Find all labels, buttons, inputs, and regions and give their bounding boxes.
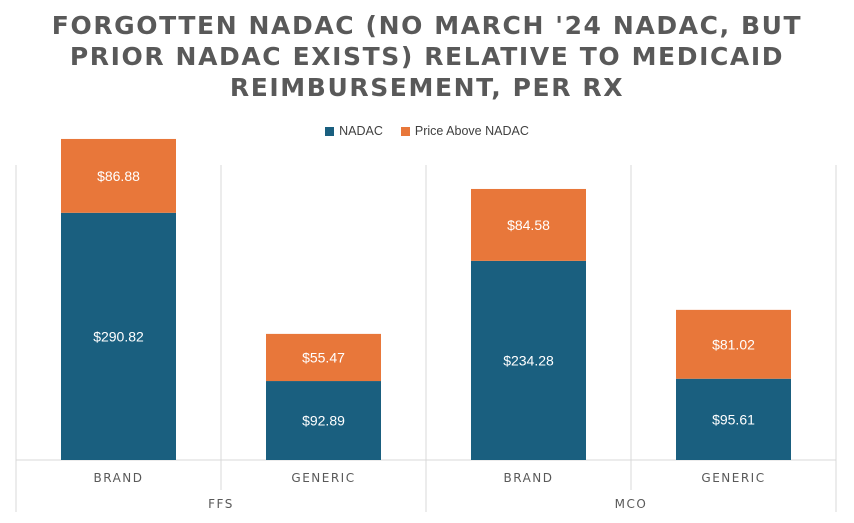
chart-title-line-3: REIMBURSEMENT, PER RX bbox=[229, 73, 625, 102]
data-label-nadac: $92.89 bbox=[302, 413, 345, 429]
data-label-nadac: $95.61 bbox=[712, 411, 755, 427]
chart-title-line-1: FORGOTTEN NADAC (NO MARCH '24 NADAC, BUT bbox=[51, 11, 803, 40]
bar-nadac-mco-brand bbox=[471, 260, 586, 460]
chart-legend: NADAC Price Above NADAC bbox=[0, 124, 854, 138]
data-label-price-above-nadac: $55.47 bbox=[302, 349, 345, 365]
legend-swatch-price-above-nadac bbox=[400, 126, 410, 136]
data-label-nadac: $290.82 bbox=[93, 328, 144, 344]
data-label-price-above-nadac: $84.58 bbox=[507, 217, 550, 233]
data-label-price-above-nadac: $86.88 bbox=[97, 168, 140, 184]
legend-label-price-above-nadac: Price Above NADAC bbox=[414, 124, 529, 138]
category-tick-label: BRAND bbox=[93, 471, 143, 485]
legend-item-nadac: NADAC bbox=[325, 124, 383, 138]
group-tick-label: FFS bbox=[208, 497, 234, 511]
bar-price-above-nadac-mco-brand bbox=[471, 188, 586, 261]
data-label-nadac: $234.28 bbox=[503, 352, 554, 368]
bar-nadac-ffs-brand bbox=[61, 212, 176, 460]
legend-swatch-nadac bbox=[325, 126, 335, 136]
group-tick-label: MCO bbox=[615, 497, 648, 511]
category-tick-label: GENERIC bbox=[701, 471, 765, 485]
bar-nadac-mco-generic bbox=[676, 378, 791, 460]
category-tick-label: BRAND bbox=[503, 471, 553, 485]
chart-title-line-2: PRIOR NADAC EXISTS) RELATIVE TO MEDICAID bbox=[69, 42, 785, 71]
chart-title: FORGOTTEN NADAC (NO MARCH '24 NADAC, BUT… bbox=[0, 10, 854, 103]
category-tick-label: GENERIC bbox=[291, 471, 355, 485]
bar-nadac-ffs-generic bbox=[266, 381, 381, 460]
data-label-price-above-nadac: $81.02 bbox=[712, 336, 755, 352]
bar-price-above-nadac-ffs-brand bbox=[61, 138, 176, 213]
bar-price-above-nadac-mco-generic bbox=[676, 309, 791, 379]
legend-item-price-above-nadac: Price Above NADAC bbox=[400, 124, 529, 138]
bar-price-above-nadac-ffs-generic bbox=[266, 333, 381, 382]
legend-label-nadac: NADAC bbox=[339, 124, 383, 138]
